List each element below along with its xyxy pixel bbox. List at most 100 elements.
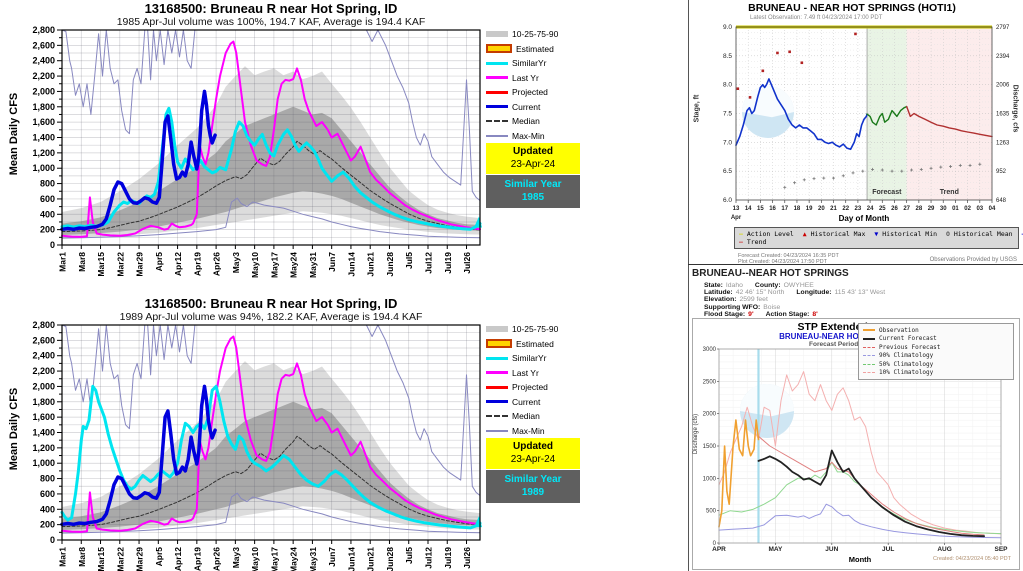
legend-label: Last Yr xyxy=(512,72,539,83)
detail-value: Boise xyxy=(763,303,781,311)
legend-item: SimilarYr xyxy=(486,351,606,366)
legend-symbol: — xyxy=(739,230,743,238)
svg-text:SEP: SEP xyxy=(994,546,1008,553)
legend-item: 10-25-75-90 xyxy=(486,322,606,337)
legend-swatch xyxy=(486,44,512,54)
legend-item: Max-Min xyxy=(486,424,606,439)
svg-text:Apr26: Apr26 xyxy=(212,547,222,571)
legend-swatch xyxy=(486,385,508,389)
legend-label: 90% Climatology xyxy=(879,352,934,360)
svg-text:6.0: 6.0 xyxy=(723,197,732,204)
svg-text:2006: 2006 xyxy=(996,83,1010,89)
station-detail-line: Supporting WFO: Boise xyxy=(704,304,1023,311)
svg-text:15: 15 xyxy=(757,206,764,212)
svg-text:22: 22 xyxy=(842,206,849,212)
legend-item: Max-Min xyxy=(486,129,606,144)
svg-text:AUG: AUG xyxy=(937,546,951,553)
svg-text:Apr19: Apr19 xyxy=(192,252,202,276)
svg-text:May31: May31 xyxy=(308,252,318,278)
detail-label: County: xyxy=(754,282,781,289)
svg-text:1500: 1500 xyxy=(703,444,717,450)
legend-item: Median xyxy=(486,409,606,424)
station-info: BRUNEAU--NEAR HOT SPRINGS State: Idaho Cou… xyxy=(692,268,1023,318)
svg-text:13: 13 xyxy=(733,206,740,212)
legend-label: Last Yr xyxy=(512,367,539,378)
legend-item: ▼ Historical Min xyxy=(874,230,937,238)
series xyxy=(735,27,993,200)
similar-year-value: 1989 xyxy=(521,487,545,498)
vertical-divider xyxy=(688,0,689,571)
svg-text:20: 20 xyxy=(818,206,825,212)
legend-swatch xyxy=(486,105,508,109)
similar-year-label: Similar Year xyxy=(504,179,562,190)
legend-label: Median xyxy=(512,116,540,127)
legend-item: 10% Climatology xyxy=(863,369,1009,378)
svg-text:2,000: 2,000 xyxy=(32,381,55,391)
svg-text:Apr12: Apr12 xyxy=(173,252,183,276)
svg-text:Mar22: Mar22 xyxy=(115,547,125,571)
svg-text:1000: 1000 xyxy=(703,476,717,482)
svg-text:1,400: 1,400 xyxy=(32,133,55,143)
legend: 10-25-75-90 Estimated SimilarYr Last Yr Proj… xyxy=(486,27,606,143)
svg-text:2,400: 2,400 xyxy=(32,351,55,361)
legend-label: Estimated xyxy=(516,43,554,54)
svg-text:04: 04 xyxy=(989,206,996,212)
series-previous-forecast xyxy=(758,435,985,536)
detail-label: Flood Stage: xyxy=(704,310,746,318)
svg-text:Mar8: Mar8 xyxy=(77,547,87,567)
series-observation xyxy=(735,78,868,151)
svg-text:8.0: 8.0 xyxy=(723,82,732,89)
legend-swatch xyxy=(486,415,508,418)
chart-title: BRUNEAU - NEAR HOT SPRINGS (HOTI1) xyxy=(748,2,956,14)
svg-text:0: 0 xyxy=(50,240,55,250)
historical-max-marker xyxy=(776,51,779,55)
axis-labels: 0 500 1000 1500 2000 2500 3000 APR MAY JUN JUL AUG S… xyxy=(703,347,1009,553)
svg-text:Jul12: Jul12 xyxy=(423,252,433,274)
svg-text:May17: May17 xyxy=(269,547,279,571)
svg-text:600: 600 xyxy=(40,194,55,204)
svg-text:Apr12: Apr12 xyxy=(173,547,183,571)
series-max xyxy=(61,324,481,496)
svg-text:24: 24 xyxy=(867,206,874,212)
svg-text:Mar8: Mar8 xyxy=(77,252,87,272)
detail-value: 8' xyxy=(812,310,818,318)
svg-text:800: 800 xyxy=(40,179,55,189)
legend-swatch xyxy=(486,135,508,137)
legend-swatch xyxy=(486,120,508,123)
detail-label: Elevation: xyxy=(704,296,737,304)
updated-badge: Updated 23-Apr-24 xyxy=(486,143,580,174)
svg-text:Mar1: Mar1 xyxy=(58,252,68,272)
legend: Observation Current Forecast Previous Fore… xyxy=(858,323,1014,380)
esp-plot-1989: 0 200 400 600 800 1,000 1,200 1,400 1,600 1,800 2,… xyxy=(32,320,482,571)
svg-text:Apr: Apr xyxy=(731,215,742,221)
svg-text:Apr5: Apr5 xyxy=(154,252,164,272)
svg-text:2,400: 2,400 xyxy=(32,56,55,66)
svg-text:May10: May10 xyxy=(250,252,260,278)
similar-year-label: Similar Year xyxy=(504,474,562,485)
legend-item: Previous Forecast xyxy=(863,343,1009,352)
horizontal-divider xyxy=(688,264,1023,265)
axis-labels: 0 200 400 600 800 1,000 1,200 1,400 1,600 1,800 2,… xyxy=(32,320,472,571)
svg-text:0: 0 xyxy=(713,541,717,547)
svg-text:2,600: 2,600 xyxy=(32,40,55,50)
legend-swatch xyxy=(863,346,875,348)
svg-text:19: 19 xyxy=(806,206,813,212)
x-axis-label: Month xyxy=(848,555,872,564)
svg-text:28: 28 xyxy=(916,206,923,212)
legend-label: Previous Forecast xyxy=(879,343,941,351)
series-90--climatology xyxy=(718,503,1002,539)
svg-text:26: 26 xyxy=(891,206,898,212)
updated-date: 23-Apr-24 xyxy=(510,454,556,465)
svg-text:1,200: 1,200 xyxy=(32,443,55,453)
chart-subtitle: 1985 Apr-Jul volume was 100%, 194.7 KAF,… xyxy=(116,16,426,28)
legend-swatch xyxy=(486,31,508,38)
esp-chart-1989: 13168500: Bruneau R near Hot Spring, ID … xyxy=(0,295,612,571)
svg-text:1,600: 1,600 xyxy=(32,117,55,127)
legend-label: Observation xyxy=(879,326,919,334)
similar-year-badge: Similar Year 1985 xyxy=(486,175,580,208)
svg-text:6.5: 6.5 xyxy=(723,168,732,175)
detail-label: Longitude: xyxy=(796,289,832,297)
legend-label: Projected xyxy=(512,382,548,393)
svg-text:1,400: 1,400 xyxy=(32,428,55,438)
svg-text:Forecast: Forecast xyxy=(872,189,902,196)
